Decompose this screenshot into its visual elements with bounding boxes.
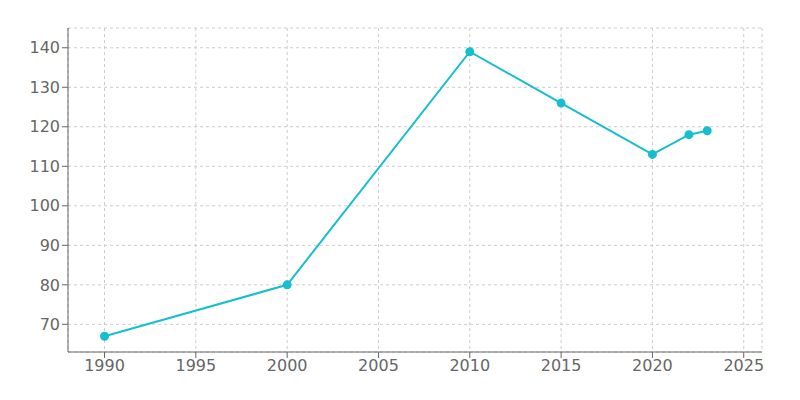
svg-text:1995: 1995 xyxy=(175,356,216,375)
svg-text:2015: 2015 xyxy=(541,356,582,375)
svg-text:90: 90 xyxy=(40,236,60,255)
svg-text:140: 140 xyxy=(29,38,60,57)
svg-text:2000: 2000 xyxy=(267,356,308,375)
svg-text:2010: 2010 xyxy=(449,356,490,375)
svg-text:130: 130 xyxy=(29,78,60,97)
svg-text:120: 120 xyxy=(29,117,60,136)
svg-text:1990: 1990 xyxy=(84,356,125,375)
svg-text:70: 70 xyxy=(40,315,60,334)
svg-text:110: 110 xyxy=(29,157,60,176)
svg-text:80: 80 xyxy=(40,276,60,295)
svg-text:2020: 2020 xyxy=(632,356,673,375)
svg-text:2005: 2005 xyxy=(358,356,399,375)
svg-text:2025: 2025 xyxy=(723,356,764,375)
svg-text:100: 100 xyxy=(29,196,60,215)
